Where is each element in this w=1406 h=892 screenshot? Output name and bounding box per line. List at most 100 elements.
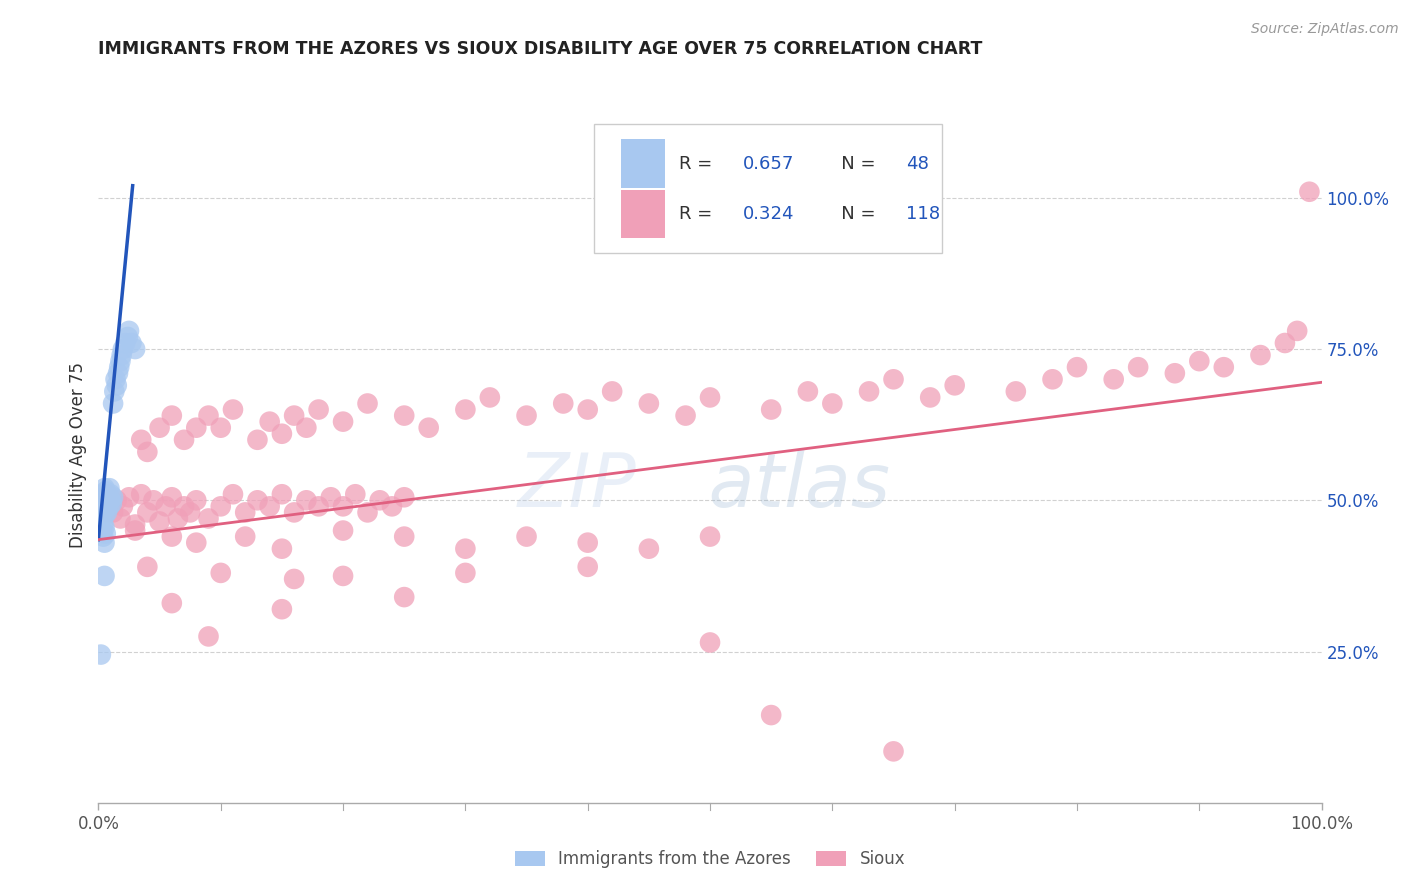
Point	[124, 524, 146, 538]
Point	[295, 493, 318, 508]
Point	[186, 420, 208, 434]
Point	[186, 535, 208, 549]
Text: 0.324: 0.324	[742, 205, 794, 223]
Point	[222, 487, 245, 501]
Point	[1298, 185, 1320, 199]
Point	[295, 420, 318, 434]
Point	[155, 500, 177, 514]
Point	[110, 354, 132, 368]
Point	[107, 366, 129, 380]
Text: N =: N =	[824, 154, 882, 172]
Point	[308, 500, 330, 514]
Point	[576, 559, 599, 574]
Point	[91, 500, 114, 514]
Point	[111, 500, 134, 514]
Point	[114, 336, 136, 351]
Point	[97, 496, 120, 510]
Point	[136, 505, 159, 519]
Point	[858, 384, 880, 399]
Point	[1128, 360, 1150, 375]
Point	[96, 505, 118, 519]
Point	[186, 493, 208, 508]
Point	[1212, 360, 1234, 375]
Point	[233, 505, 256, 519]
Point	[197, 629, 219, 643]
Point	[270, 487, 294, 501]
Point	[96, 487, 118, 501]
Point	[699, 530, 721, 544]
Point	[356, 505, 378, 519]
Point	[283, 505, 305, 519]
Point	[98, 481, 121, 495]
Point	[120, 336, 142, 351]
Text: atlas: atlas	[637, 450, 890, 522]
Text: 118: 118	[905, 205, 939, 223]
Point	[142, 493, 165, 508]
Point	[381, 500, 404, 514]
Point	[160, 596, 183, 610]
Point	[418, 420, 440, 434]
Point	[96, 493, 118, 508]
Point	[167, 511, 190, 525]
Point	[209, 420, 232, 434]
Point	[233, 530, 256, 544]
Point	[308, 402, 330, 417]
Point	[1164, 366, 1187, 380]
Point	[129, 433, 152, 447]
Point	[91, 505, 114, 519]
Point	[179, 505, 201, 519]
Point	[98, 490, 121, 504]
Text: R =: R =	[679, 154, 718, 172]
Point	[197, 511, 219, 525]
Point	[94, 496, 117, 510]
Point	[283, 572, 305, 586]
Point	[259, 415, 281, 429]
Point	[93, 508, 115, 523]
Point	[149, 420, 172, 434]
Text: Source: ZipAtlas.com: Source: ZipAtlas.com	[1251, 22, 1399, 37]
Point	[259, 500, 281, 514]
Point	[319, 490, 342, 504]
Point	[637, 541, 661, 556]
Point	[332, 569, 354, 583]
Point	[91, 487, 114, 501]
Point	[101, 496, 124, 510]
Point	[91, 517, 114, 532]
Point	[94, 526, 117, 541]
Point	[91, 524, 114, 538]
Point	[91, 496, 114, 510]
Point	[100, 493, 122, 508]
Point	[600, 384, 623, 399]
Point	[821, 396, 844, 410]
Point	[478, 391, 501, 405]
Point	[1274, 336, 1296, 351]
Point	[94, 490, 117, 504]
Point	[270, 602, 294, 616]
Point	[454, 541, 477, 556]
Point	[97, 490, 120, 504]
Legend: Immigrants from the Azores, Sioux: Immigrants from the Azores, Sioux	[509, 843, 911, 874]
Point	[91, 493, 114, 508]
Point	[93, 569, 115, 583]
Point	[100, 500, 122, 514]
Point	[270, 426, 294, 441]
Point	[91, 530, 114, 544]
Point	[100, 487, 122, 501]
Point	[173, 500, 195, 514]
Point	[332, 415, 354, 429]
Point	[94, 484, 117, 499]
Point	[97, 496, 120, 510]
Point	[246, 433, 269, 447]
Point	[943, 378, 966, 392]
Point	[675, 409, 697, 423]
Point	[136, 445, 159, 459]
Point	[761, 708, 783, 723]
Bar	[620, 190, 665, 238]
Point	[392, 590, 416, 604]
Point	[93, 493, 115, 508]
Point	[101, 505, 124, 519]
Point	[1004, 384, 1026, 399]
FancyBboxPatch shape	[593, 124, 942, 253]
Point	[797, 384, 820, 399]
Point	[124, 342, 146, 356]
